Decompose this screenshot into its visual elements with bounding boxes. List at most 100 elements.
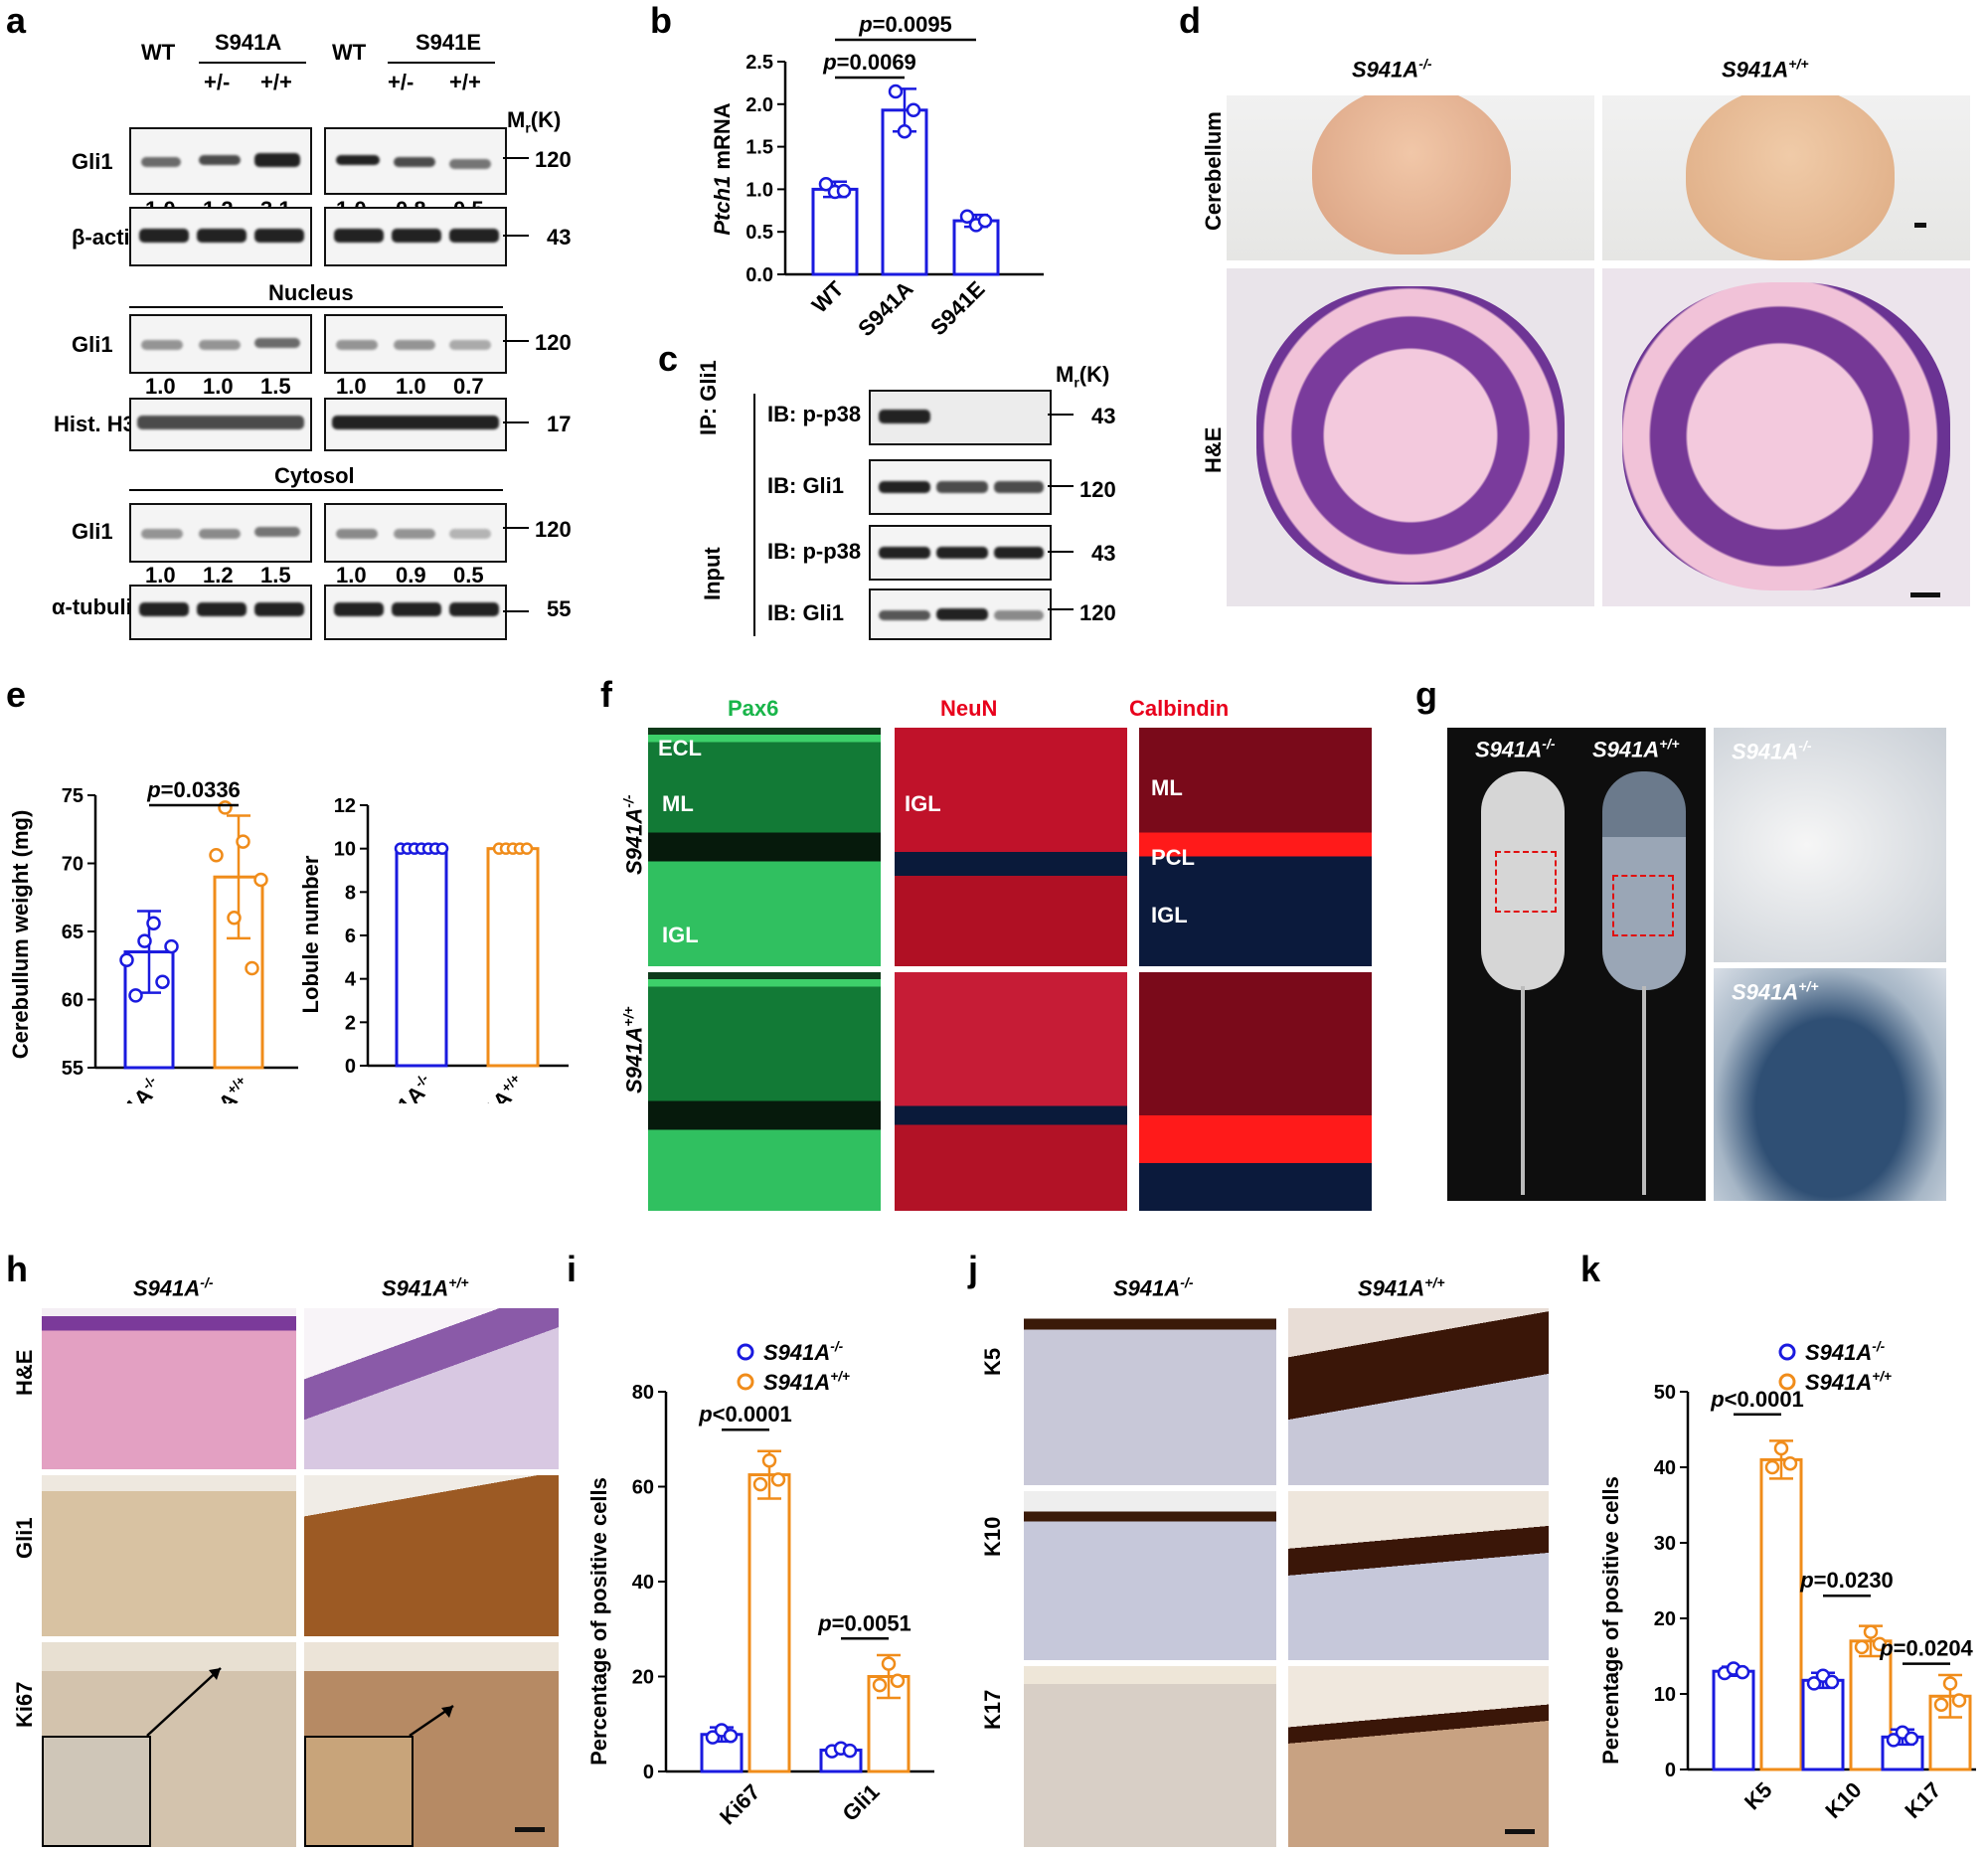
photo-he-ko	[1227, 268, 1594, 606]
layer-ecl: ECL	[658, 736, 702, 760]
group-s941a-line	[199, 62, 306, 64]
layer-igl: IGL	[662, 923, 699, 947]
quant: 0.7	[453, 374, 484, 399]
i-p1-pvalue: p<0.0001	[698, 1402, 792, 1427]
k-K5-1-point	[1764, 1459, 1780, 1475]
b-WT-point	[818, 177, 834, 192]
img-j-k17-ko	[1024, 1666, 1276, 1847]
i-p2-pvalue: p=0.0051	[817, 1610, 911, 1635]
mr-label: Mr(K)	[507, 107, 562, 136]
chart-b-ptch1: 0.0 0.5 1.0 1.5 2.0 2.5 WT S941A S941E Ptch1 mRNA…	[710, 12, 1044, 338]
panel-letter-i: i	[567, 1249, 578, 1289]
group-s941e-line	[388, 62, 495, 64]
e1-1-point	[253, 872, 268, 888]
f-col-pax6: Pax6	[728, 696, 779, 721]
mw-55: 55	[547, 596, 572, 621]
b-p1-pvalue: p=0.0069	[822, 50, 916, 75]
img-j-k17-wt	[1288, 1666, 1549, 1847]
e1-ytick-label: 70	[62, 854, 83, 876]
k-K17-1-point	[1933, 1697, 1949, 1713]
quant: 1.5	[260, 374, 291, 399]
layer-igl: IGL	[905, 791, 941, 816]
panel-letter-j: j	[968, 1249, 979, 1289]
layer-pcl: PCL	[1151, 845, 1195, 870]
f-col-neun: NeuN	[940, 696, 998, 721]
row-label-gli1-cytosol: Gli1	[72, 519, 113, 544]
i-ytick-label: 0	[643, 1762, 654, 1783]
k-K17-0-point	[1886, 1733, 1902, 1748]
chart-k-positive-cells: 0 10 20 30 40 50 K5 p<0.0001 K10 p=0.0230 K17 p=0.0…	[1598, 1339, 1976, 1823]
col-wt-1: WT	[141, 40, 176, 65]
i-Ki67-0-point	[705, 1730, 721, 1745]
h-row-ki67: Ki67	[12, 1681, 37, 1728]
i-legend-ko: S941A-/-	[763, 1339, 844, 1365]
k-K5-0-point	[1735, 1664, 1750, 1680]
k-legend-wt-marker	[1778, 1373, 1796, 1391]
photo-skin-ko: S941A-/-	[1714, 728, 1946, 962]
k-ytick-label: 30	[1654, 1533, 1676, 1555]
panel-letter-d: d	[1179, 0, 1201, 41]
blot-hist-h3-s941e	[324, 398, 507, 451]
j-col-wt: S941A+/+	[1358, 1274, 1445, 1301]
mw-120-1: 120	[535, 147, 572, 172]
j-row-k5: K5	[980, 1347, 1005, 1376]
img-h-ki67-ko	[42, 1642, 296, 1847]
quant: 1.0	[145, 563, 176, 588]
i-legend-wt: S941A+/+	[763, 1369, 850, 1395]
k-p1-pvalue: p<0.0001	[1710, 1387, 1804, 1412]
layer-ml: ML	[662, 791, 694, 816]
img-h-he-wt	[304, 1308, 559, 1469]
photo-cerebellum-wt	[1602, 95, 1970, 260]
quant: 1.0	[396, 374, 426, 399]
img-j-k5-wt	[1288, 1308, 1549, 1485]
b-ytick-label: 1.5	[746, 137, 773, 159]
b-xtick-label: S941E	[925, 276, 989, 338]
e1-0-point	[155, 974, 170, 989]
blot-alpha-tubulin-s941a	[129, 585, 312, 640]
img-h-gli1-wt	[304, 1475, 559, 1636]
row-label-hist-h3: Hist. H3	[54, 412, 135, 436]
b-ylabel: Ptch1 mRNA	[710, 102, 735, 235]
i-ytick-label: 80	[632, 1382, 654, 1404]
e1-xtick-label: S941A-/-	[92, 1073, 167, 1103]
e1-xtick-label: S941A+/+	[177, 1073, 256, 1103]
i-ytick-label: 40	[632, 1572, 654, 1594]
mw-17: 17	[547, 412, 572, 436]
i-Ki67-1-bar	[747, 1473, 791, 1773]
e1-1-point	[209, 848, 224, 863]
quant: 1.0	[336, 374, 367, 399]
panel-letter-k: k	[1580, 1249, 1601, 1289]
e2-point	[435, 842, 449, 855]
k-p2-pvalue: p=0.0230	[1799, 1568, 1894, 1593]
mw-120-2: 120	[535, 330, 572, 355]
row-label-gli1-total: Gli1	[72, 149, 113, 174]
col-s941a-hom: +/+	[260, 70, 292, 94]
row-label-input-pp38: IB: p-p38	[767, 539, 862, 564]
img-pax6-ko: ECL ML IGL	[648, 728, 881, 966]
b-ytick-label: 2.5	[746, 52, 773, 74]
k-xtick-label: K17	[1900, 1777, 1945, 1823]
e1-ytick-label: 60	[62, 990, 83, 1012]
mw-c-43-1: 43	[1091, 404, 1116, 428]
blot-hist-h3-s941a	[129, 398, 312, 451]
col-s941e-hom: +/+	[449, 70, 481, 94]
i-ytick-label: 20	[632, 1667, 654, 1689]
e1-ytick-label: 75	[62, 785, 83, 807]
k-ylabel: Percentage of positive cells	[1598, 1476, 1623, 1765]
img-pax6-wt	[648, 972, 881, 1211]
quant: 0.9	[396, 563, 426, 588]
e1-1-point	[218, 800, 233, 815]
k-xtick-label: K5	[1740, 1777, 1777, 1815]
k-K10-0-bar	[1801, 1678, 1845, 1771]
mw-c-120-1: 120	[1079, 477, 1116, 502]
chart-i-positive-cells: 0 20 40 60 80 Ki67 p<0.0001 Gli1 p=0.0051 Percent…	[586, 1339, 934, 1829]
k-ytick-label: 20	[1654, 1608, 1676, 1630]
chart-e-weight: 55 60 65 70 75 S941A-/- S941A+/+ Cerebullum wei…	[8, 777, 298, 1103]
panel-letter-e: e	[6, 674, 27, 715]
i-xtick-label: Gli1	[837, 1779, 884, 1826]
e2-ytick-label: 0	[345, 1056, 356, 1078]
blot-beta-actin-s941a	[129, 207, 312, 266]
quant: 1.0	[203, 374, 234, 399]
chart-e-lobule: 0 2 4 6 8 10 12 S941A-/- S941A+/+ Lobule number	[298, 795, 569, 1103]
layer-igl: IGL	[1151, 903, 1188, 927]
